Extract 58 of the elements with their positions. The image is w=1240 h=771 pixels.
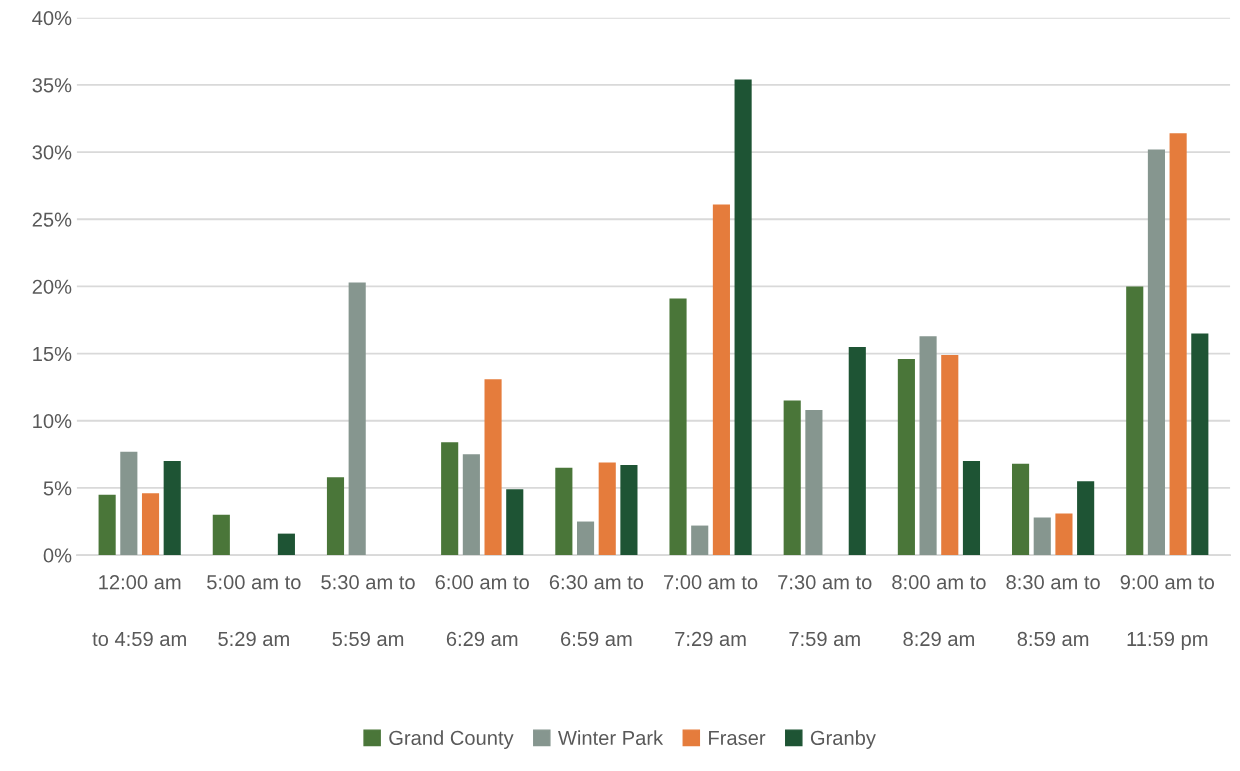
bar [805,410,823,556]
category-label: 7:00 am to 7:29 am [664,575,758,647]
category-label: 7:30 am to 7:59 am [778,575,872,647]
category-label: 8:30 am to 8:59 am [1006,575,1100,647]
bar [576,521,595,556]
y-tick-label: 15% [33,346,72,362]
bar [919,336,937,556]
bar [848,346,866,556]
category-label: 6:00 am to 6:29 am [435,575,529,647]
y-tick-label: 10% [33,414,72,429]
bar [1077,481,1095,556]
bar [1033,517,1051,556]
y-tick-label: 5% [43,481,72,496]
category-label: 5:30 am to 5:59 am [321,575,415,647]
bar [1169,133,1187,556]
bar [712,204,730,556]
bar [484,379,502,556]
bar [555,467,573,556]
bar [462,454,480,556]
bar [506,489,524,556]
y-tick-label: 25% [32,212,72,227]
bar [441,442,459,556]
bar [783,400,801,556]
bar [1147,149,1165,556]
bar [163,461,181,556]
bar [1191,333,1209,556]
legend-label: Winter Park [558,730,664,746]
category-label: 6:30 am to 6:59 am [549,575,644,647]
category-label: 12:00 am to 4:59 am [92,575,186,647]
y-tick-label: 20% [32,279,72,294]
bar [348,282,366,556]
bar [120,451,138,556]
legend-label: Granby [810,730,876,750]
bar [1012,463,1030,556]
bar [669,298,687,556]
bar [1055,513,1073,556]
bar [141,493,160,556]
bar [620,465,638,556]
bar [326,477,345,556]
bar [598,462,616,556]
y-tick-label: 30% [32,145,72,160]
bar [691,525,709,556]
bar [734,79,752,556]
category-label: 5:00 am to 5:29 am [207,575,301,647]
bar [277,533,295,556]
y-tick-label: 0% [43,548,72,563]
category-label: 9:00 am to 11:59 pm [1120,575,1215,651]
bar [1126,286,1144,556]
legend-label: Fraser [709,730,766,746]
y-tick-label: 40% [32,10,72,26]
bar [212,514,230,556]
bar [98,494,116,556]
bar [941,354,959,556]
legend-label: Grand County [389,730,514,750]
bar [897,358,915,556]
category-label: 8:00 am to 8:29 am [892,575,986,647]
bar [962,461,981,556]
y-tick-label: 35% [32,78,72,93]
